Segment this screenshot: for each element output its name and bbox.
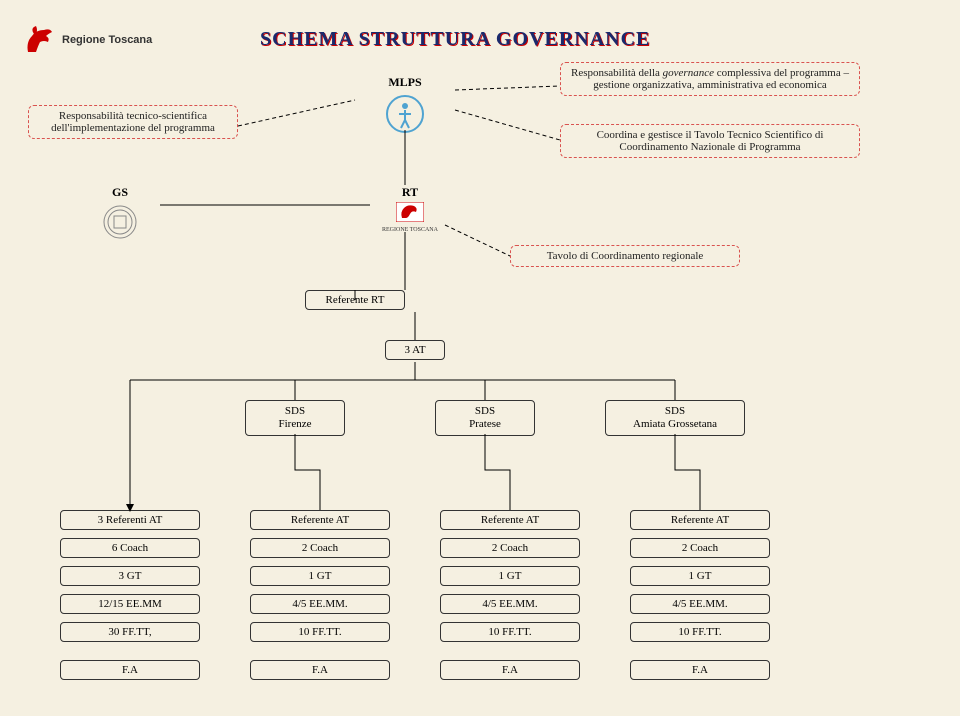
col2-r4: 4/5 EE.MM.: [250, 594, 390, 614]
col4-r1: Referente AT: [630, 510, 770, 530]
col3-r1: Referente AT: [440, 510, 580, 530]
col2-r1: Referente AT: [250, 510, 390, 530]
col4-r5: 10 FF.TT.: [630, 622, 770, 642]
page-title: SCHEMA STRUTTURA GOVERNANCE: [260, 28, 650, 51]
col3-r5: 10 FF.TT.: [440, 622, 580, 642]
mlps-icon: [355, 94, 455, 139]
box-resp-tec-text: Responsabilità tecnico-scientifica dell'…: [51, 110, 215, 134]
col1-r6: F.A: [60, 660, 200, 680]
col2-r5: 10 FF.TT.: [250, 622, 390, 642]
mlps-label: MLPS: [355, 75, 455, 90]
box-sds-amiata: SDSAmiata Grossetana: [605, 400, 745, 436]
brand-block: Regione Toscana: [24, 22, 152, 58]
box-gs: GS: [80, 185, 160, 247]
rt-sub: REGIONE TOSCANA: [370, 227, 450, 234]
box-referente-rt: Referente RT: [305, 290, 405, 310]
col4-r4: 4/5 EE.MM.: [630, 594, 770, 614]
col1-r2: 6 Coach: [60, 538, 200, 558]
pegaso-icon: [24, 22, 56, 58]
box-mlps: MLPS: [355, 75, 455, 139]
col2-r3: 1 GT: [250, 566, 390, 586]
col3-r2: 2 Coach: [440, 538, 580, 558]
gs-label: GS: [80, 185, 160, 200]
gs-seal-icon: [80, 202, 160, 247]
col1-r4: 12/15 EE.MM: [60, 594, 200, 614]
col3-r4: 4/5 EE.MM.: [440, 594, 580, 614]
col4-r3: 1 GT: [630, 566, 770, 586]
rt-label: RT: [370, 185, 450, 200]
referente-rt-text: Referente RT: [326, 294, 385, 306]
box-resp-tec: Responsabilità tecnico-scientifica dell'…: [28, 105, 238, 139]
box-sds-pratese: SDSPratese: [435, 400, 535, 436]
rt-flag-icon: [370, 202, 450, 227]
box-resp-gov: Responsabilità della governance compless…: [560, 62, 860, 96]
box-3at: 3 AT: [385, 340, 445, 360]
box-resp-gov-text: Responsabilità della governance compless…: [571, 67, 849, 91]
col1-r3: 3 GT: [60, 566, 200, 586]
col1-r1: 3 Referenti AT: [60, 510, 200, 530]
box-coord-tavolo-text: Coordina e gestisce il Tavolo Tecnico Sc…: [597, 129, 824, 153]
3at-text: 3 AT: [404, 344, 425, 356]
col4-r6: F.A: [630, 660, 770, 680]
col2-r2: 2 Coach: [250, 538, 390, 558]
col3-r3: 1 GT: [440, 566, 580, 586]
box-coord-tavolo: Coordina e gestisce il Tavolo Tecnico Sc…: [560, 124, 860, 158]
brand-text: Regione Toscana: [62, 34, 152, 46]
box-tavolo-regionale: Tavolo di Coordinamento regionale: [510, 245, 740, 267]
col1-r5: 30 FF.TT,: [60, 622, 200, 642]
tavolo-regionale-text: Tavolo di Coordinamento regionale: [547, 250, 704, 262]
col3-r6: F.A: [440, 660, 580, 680]
col4-r2: 2 Coach: [630, 538, 770, 558]
box-rt: RT REGIONE TOSCANA: [370, 185, 450, 234]
box-sds-firenze: SDSFirenze: [245, 400, 345, 436]
col2-r6: F.A: [250, 660, 390, 680]
